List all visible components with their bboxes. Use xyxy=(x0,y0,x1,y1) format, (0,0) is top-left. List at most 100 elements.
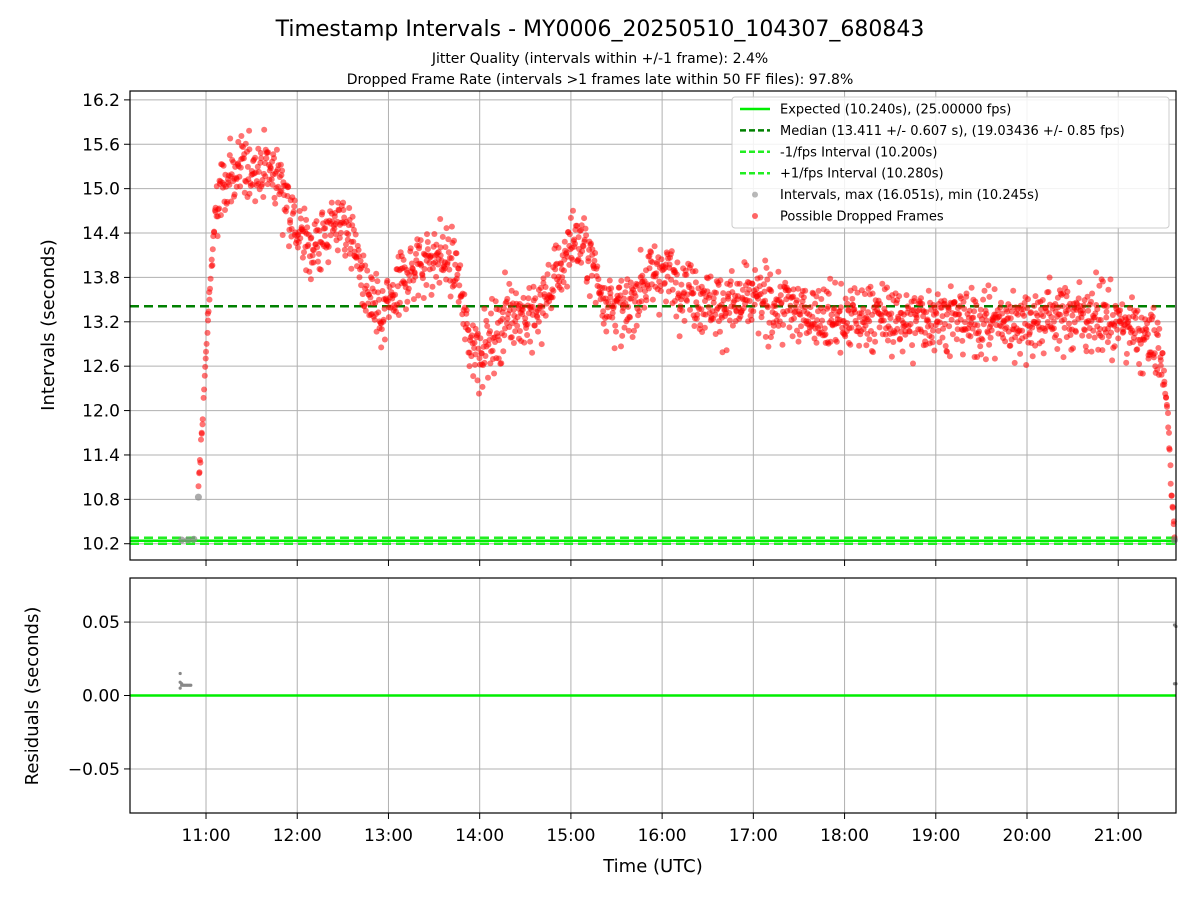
dropped-frame-point xyxy=(230,159,237,166)
dropped-frame-point xyxy=(779,341,786,348)
dropped-frame-point xyxy=(1075,295,1082,302)
dropped-frame-point xyxy=(822,331,829,338)
dropped-frame-point xyxy=(437,244,444,251)
dropped-frame-point xyxy=(381,336,388,343)
dropped-frame-point xyxy=(453,250,460,257)
dropped-frame-point xyxy=(512,328,519,335)
dropped-frame-point xyxy=(380,316,387,323)
dropped-frame-point xyxy=(1114,326,1121,333)
dropped-frame-point xyxy=(455,298,462,305)
dropped-frame-point xyxy=(653,270,660,277)
dropped-frame-point xyxy=(574,222,580,229)
dropped-frame-point xyxy=(1149,313,1156,320)
dropped-frame-point xyxy=(520,294,527,301)
dropped-frame-point xyxy=(639,272,646,279)
dropped-frame-point xyxy=(728,268,735,274)
dropped-frame-point xyxy=(350,238,357,245)
dropped-frame-point xyxy=(1061,324,1068,331)
dropped-frame-point xyxy=(555,244,562,251)
dropped-frame-point xyxy=(797,311,804,318)
dropped-frame-point xyxy=(588,240,594,247)
dropped-frame-point xyxy=(1097,317,1104,323)
dropped-frame-point xyxy=(678,281,685,288)
dropped-frame-point xyxy=(862,322,869,329)
dropped-frame-point xyxy=(1048,314,1055,320)
dropped-frame-point xyxy=(352,231,359,238)
dropped-frame-point xyxy=(802,304,809,311)
dropped-frame-point xyxy=(981,287,988,294)
dropped-frame-point xyxy=(913,314,920,321)
top-y-tick-label: 15.0 xyxy=(82,180,120,200)
dropped-frame-point xyxy=(531,322,538,329)
dropped-frame-point xyxy=(726,310,733,316)
dropped-frame-point xyxy=(607,290,614,297)
dropped-frame-point xyxy=(468,332,475,339)
dropped-frame-point xyxy=(336,207,343,214)
dropped-frame-point xyxy=(837,304,844,311)
dropped-frame-point xyxy=(272,200,279,207)
dropped-frame-point xyxy=(739,286,746,293)
dropped-frame-point xyxy=(315,250,322,257)
dropped-frame-point xyxy=(654,259,661,266)
dropped-frame-point xyxy=(869,290,876,297)
dropped-frame-point xyxy=(350,226,357,233)
dropped-frame-point xyxy=(697,322,704,329)
dropped-frame-point xyxy=(316,227,323,234)
dropped-frame-point xyxy=(310,259,317,266)
dropped-frame-point xyxy=(948,316,955,323)
dropped-frame-point xyxy=(508,334,515,341)
dropped-frame-point xyxy=(637,286,644,293)
interval-point xyxy=(194,493,202,501)
bottom-y-tick-label: 0.05 xyxy=(82,613,120,633)
dropped-frame-point xyxy=(516,328,523,334)
dropped-frame-point xyxy=(651,243,658,250)
dropped-frame-point xyxy=(967,333,974,340)
dropped-frame-point xyxy=(367,294,374,301)
dropped-frame-point xyxy=(1161,378,1168,385)
dropped-frame-point xyxy=(1065,306,1072,313)
dropped-frame-point xyxy=(1060,354,1067,361)
dropped-frame-point xyxy=(217,212,224,219)
dropped-frame-point xyxy=(279,232,286,238)
dropped-frame-point xyxy=(240,155,247,162)
dropped-frame-point xyxy=(833,338,840,345)
dropped-frame-point xyxy=(774,312,781,319)
dropped-frame-point xyxy=(575,234,582,241)
dropped-frame-point xyxy=(693,299,700,306)
dropped-frame-point xyxy=(527,338,534,345)
dropped-frame-point xyxy=(812,300,819,307)
dropped-frame-point xyxy=(255,145,262,152)
dropped-frame-point xyxy=(649,259,656,266)
dropped-frame-point xyxy=(572,240,578,247)
dropped-frame-point xyxy=(946,323,953,330)
dropped-frame-point xyxy=(713,289,719,296)
dropped-frame-point xyxy=(307,276,314,283)
dropped-frame-point xyxy=(236,173,243,180)
dropped-frame-point xyxy=(961,305,968,312)
dropped-frame-point xyxy=(825,303,832,310)
dropped-frame-point xyxy=(658,256,665,263)
dropped-frame-point xyxy=(437,252,444,259)
dropped-frame-point xyxy=(673,313,680,320)
dropped-frame-point xyxy=(603,328,610,335)
dropped-frame-point xyxy=(936,339,943,346)
top-panel-points xyxy=(178,126,1178,544)
dropped-frame-point xyxy=(991,355,998,362)
dropped-frame-point xyxy=(582,225,589,232)
dropped-frame-point xyxy=(769,329,776,336)
dropped-frame-point xyxy=(472,325,479,332)
dropped-frame-point xyxy=(362,307,369,314)
dropped-frame-point xyxy=(998,299,1004,306)
dropped-frame-point xyxy=(472,361,478,368)
dropped-frame-point xyxy=(896,293,903,300)
dropped-frame-point xyxy=(611,345,618,352)
dropped-frame-point xyxy=(1129,294,1135,301)
dropped-frame-point xyxy=(791,315,797,322)
dropped-frame-point xyxy=(594,263,601,270)
dropped-frame-point xyxy=(775,268,782,275)
dropped-frame-point xyxy=(569,256,576,263)
dropped-frame-point xyxy=(417,237,424,244)
dropped-frame-point xyxy=(627,279,634,286)
legend-entry-dropped-frames-marker xyxy=(752,213,758,219)
dropped-frame-point xyxy=(976,328,982,335)
